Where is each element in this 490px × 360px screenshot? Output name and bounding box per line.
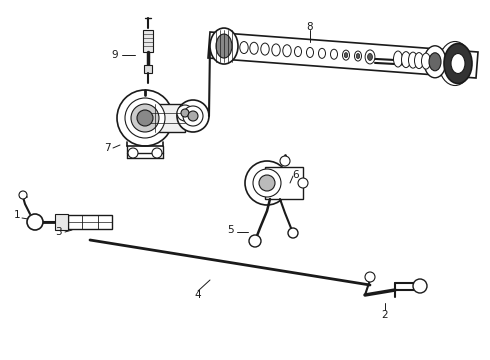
- Bar: [265, 167, 303, 199]
- Circle shape: [177, 105, 193, 121]
- Bar: [144, 65, 152, 73]
- Circle shape: [183, 106, 203, 126]
- Ellipse shape: [318, 48, 325, 58]
- Circle shape: [365, 272, 375, 282]
- Text: 5: 5: [227, 225, 233, 235]
- Ellipse shape: [356, 54, 360, 59]
- Text: 2: 2: [382, 310, 388, 320]
- Ellipse shape: [272, 44, 280, 56]
- Ellipse shape: [444, 44, 472, 84]
- Circle shape: [259, 175, 275, 191]
- Text: 8: 8: [307, 22, 313, 32]
- Circle shape: [253, 169, 281, 197]
- Text: 4: 4: [195, 290, 201, 300]
- Circle shape: [131, 104, 159, 132]
- Ellipse shape: [354, 51, 362, 61]
- Ellipse shape: [401, 51, 411, 68]
- Bar: [150, 104, 185, 132]
- Ellipse shape: [294, 46, 301, 57]
- Text: 9: 9: [112, 50, 118, 60]
- Circle shape: [27, 214, 43, 230]
- Ellipse shape: [429, 53, 441, 71]
- Ellipse shape: [240, 41, 248, 54]
- Circle shape: [125, 98, 165, 138]
- Ellipse shape: [344, 53, 348, 58]
- Circle shape: [128, 148, 138, 158]
- Ellipse shape: [216, 34, 232, 58]
- Circle shape: [280, 156, 290, 166]
- Ellipse shape: [365, 50, 375, 64]
- Bar: [55, 214, 68, 230]
- Ellipse shape: [307, 48, 314, 58]
- Ellipse shape: [343, 50, 349, 60]
- Polygon shape: [208, 32, 478, 78]
- Ellipse shape: [229, 41, 237, 53]
- Circle shape: [245, 161, 289, 205]
- Ellipse shape: [210, 28, 238, 64]
- Text: 6: 6: [293, 170, 299, 180]
- Ellipse shape: [439, 41, 471, 86]
- Circle shape: [288, 228, 298, 238]
- Ellipse shape: [368, 53, 372, 60]
- Ellipse shape: [421, 53, 431, 69]
- Text: 7: 7: [104, 143, 110, 153]
- Ellipse shape: [451, 54, 465, 73]
- Ellipse shape: [393, 51, 402, 67]
- Bar: [143, 30, 153, 52]
- Ellipse shape: [330, 49, 338, 59]
- Circle shape: [177, 100, 209, 132]
- Ellipse shape: [250, 42, 258, 54]
- Circle shape: [152, 148, 162, 158]
- Circle shape: [117, 90, 173, 146]
- Circle shape: [298, 178, 308, 188]
- Circle shape: [249, 235, 261, 247]
- Circle shape: [413, 279, 427, 293]
- Bar: [68, 215, 112, 229]
- Ellipse shape: [409, 52, 417, 68]
- Text: 3: 3: [55, 227, 61, 237]
- Ellipse shape: [283, 45, 291, 57]
- Ellipse shape: [415, 53, 423, 69]
- Circle shape: [188, 111, 198, 121]
- Circle shape: [181, 109, 189, 117]
- Ellipse shape: [424, 46, 446, 78]
- Circle shape: [19, 191, 27, 199]
- Ellipse shape: [261, 43, 269, 55]
- Text: 1: 1: [14, 210, 20, 220]
- Circle shape: [137, 110, 153, 126]
